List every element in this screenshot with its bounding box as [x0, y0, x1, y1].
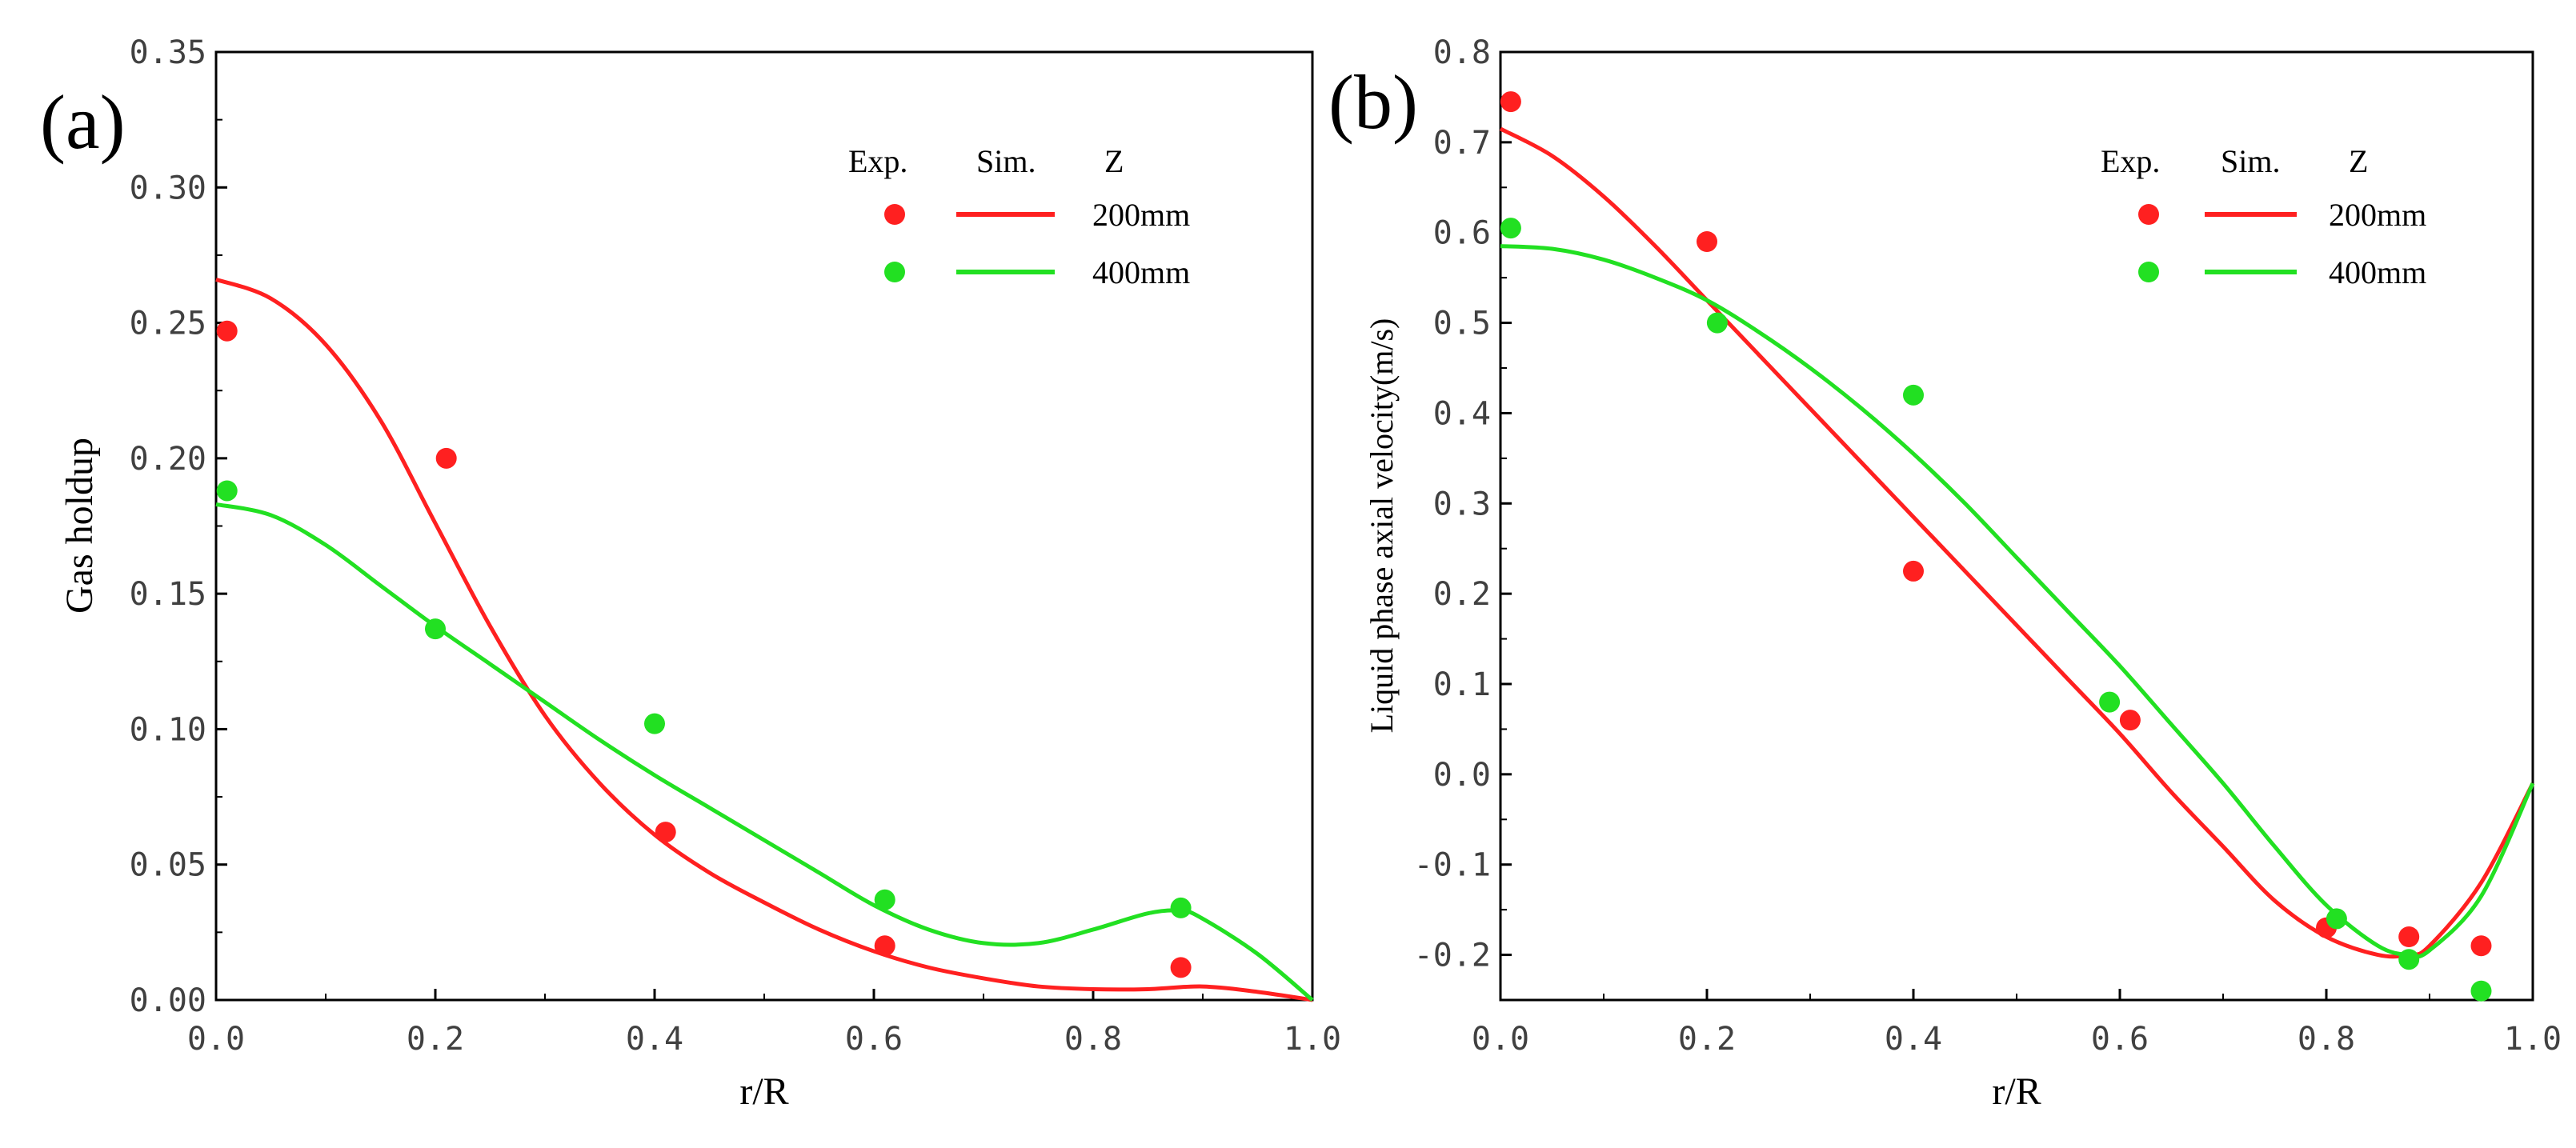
y-tick-label: 0.8 — [1433, 34, 1491, 71]
y-tick-label: 0.6 — [1433, 215, 1491, 252]
exp-point-400mm-a — [216, 480, 238, 502]
y-tick-label: 0.15 — [130, 576, 206, 613]
sim-line-200mm-b — [1499, 126, 2535, 959]
y-tick-label: -0.1 — [1414, 847, 1491, 884]
exp-point-200mm-b — [1500, 91, 1521, 113]
y-tick-label: 0.3 — [1433, 486, 1491, 522]
x-axis-label-b: r/R — [1992, 1070, 2041, 1113]
y-tick-label: 0.7 — [1433, 125, 1491, 162]
y-tick-label: 0.30 — [130, 170, 206, 206]
legend-a: Exp. Sim. Z 200mm 400mm — [848, 143, 1190, 290]
y-tick-label: 0.0 — [1433, 757, 1491, 794]
exp-point-400mm-b — [2398, 949, 2420, 970]
y-tick-label: 0.2 — [1433, 576, 1491, 613]
legend-marker-200mm-b — [2138, 204, 2159, 225]
y-axis-label-b: Liquid phase axial velocity(m/s) — [1364, 318, 1400, 734]
exp-point-400mm-b — [1706, 312, 1728, 334]
y-tick-label: 0.5 — [1433, 306, 1491, 342]
exp-point-400mm-a — [425, 618, 446, 640]
x-tick-label: 1.0 — [1284, 1021, 1341, 1058]
exp-point-400mm-b — [1500, 218, 1521, 239]
exp-point-400mm-b — [2099, 691, 2121, 713]
exp-point-400mm-a — [644, 713, 665, 734]
legend-header-exp-a: Exp. — [848, 143, 907, 179]
exp-point-400mm-b — [1903, 384, 1924, 406]
exp-points-a — [216, 320, 1192, 978]
y-tick-label: -0.2 — [1414, 938, 1491, 974]
legend-header-z-b: Z — [2349, 143, 2368, 179]
x-tick-label: 0.8 — [1064, 1021, 1122, 1058]
x-tick-label: 0.4 — [1885, 1021, 1942, 1058]
y-axis-b: -0.2 -0.1 0.0 0.1 0.2 0.3 0.4 0.5 0.6 0.7 0.8 — [1414, 34, 1512, 974]
x-axis-b: 0.0 0.2 0.4 0.6 0.8 1.0 — [1472, 989, 2562, 1058]
legend-header-sim-b: Sim. — [2221, 143, 2280, 179]
sim-lines-a — [215, 278, 1314, 1002]
sim-line-200mm-a — [215, 278, 1313, 1002]
legend-marker-400mm-a — [884, 262, 905, 282]
legend-marker-200mm-a — [884, 204, 905, 225]
exp-point-200mm-b — [2470, 935, 2492, 957]
exp-point-400mm-a — [1170, 897, 1192, 918]
x-tick-label: 0.0 — [187, 1021, 245, 1058]
x-tick-label: 0.6 — [2091, 1021, 2149, 1058]
legend-header-exp-b: Exp. — [2101, 143, 2160, 179]
exp-point-400mm-b — [2470, 980, 2492, 1002]
legend-b: Exp. Sim. Z 200mm 400mm — [2101, 143, 2426, 290]
panel-label-a: (a) — [40, 79, 126, 165]
y-axis-label-a: Gas holdup — [58, 438, 101, 614]
exp-point-200mm-a — [655, 822, 676, 843]
exp-points-b — [1500, 91, 2492, 1002]
legend-entry-200mm-a: 200mm — [1092, 197, 1190, 233]
y-tick-label: 0.20 — [130, 441, 206, 478]
y-axis-a: 0.00 0.05 0.10 0.15 0.20 0.25 0.30 0.35 — [130, 34, 227, 1019]
sim-line-400mm-b — [1500, 244, 2535, 959]
x-axis-a: 0.0 0.2 0.4 0.6 0.8 1.0 — [187, 989, 1341, 1058]
chart-panel-a: 0.000.050.100.150.200.250.300.35 0.0 0.2 0… — [40, 34, 1341, 1113]
exp-point-200mm-b — [2398, 926, 2420, 947]
chart-panel-b: -0.2-0.10.00.10.20.30.40.50.60.70.8 0.0 0… — [1328, 34, 2562, 1113]
x-tick-label: 0.2 — [1678, 1021, 1736, 1058]
exp-point-200mm-b — [1697, 231, 1717, 252]
x-tick-label: 0.0 — [1472, 1021, 1529, 1058]
exp-point-200mm-a — [874, 935, 895, 957]
legend-entry-400mm-a: 400mm — [1092, 254, 1190, 290]
exp-point-200mm-b — [1903, 560, 1924, 582]
x-tick-label: 0.4 — [626, 1021, 683, 1058]
legend-entry-200mm-b: 200mm — [2329, 197, 2426, 233]
legend-marker-400mm-b — [2138, 262, 2159, 282]
exp-point-200mm-a — [216, 320, 238, 342]
exp-point-200mm-a — [1170, 957, 1192, 978]
y-tick-label: 0.4 — [1433, 395, 1491, 432]
legend-header-sim-a: Sim. — [976, 143, 1036, 179]
sim-lines-b — [1499, 126, 2535, 959]
y-tick-label: 0.35 — [130, 34, 206, 71]
exp-point-400mm-a — [874, 889, 895, 910]
legend-header-z-a: Z — [1104, 143, 1124, 179]
sim-line-400mm-a — [215, 502, 1314, 1002]
x-axis-label-a: r/R — [739, 1070, 788, 1113]
x-tick-label: 1.0 — [2504, 1021, 2562, 1058]
exp-point-200mm-a — [435, 447, 457, 469]
x-tick-label: 0.8 — [2298, 1021, 2355, 1058]
panel-label-b: (b) — [1328, 59, 1418, 145]
plot-frame-b — [1499, 50, 2534, 1002]
exp-point-200mm-b — [2119, 710, 2141, 731]
y-tick-label: 0.00 — [130, 982, 206, 1019]
x-tick-label: 0.6 — [845, 1021, 903, 1058]
exp-point-400mm-b — [2326, 908, 2347, 930]
y-tick-label: 0.25 — [130, 306, 206, 342]
legend-entry-400mm-b: 400mm — [2329, 254, 2426, 290]
y-tick-label: 0.1 — [1433, 666, 1491, 703]
x-tick-label: 0.2 — [407, 1021, 464, 1058]
y-tick-label: 0.05 — [130, 847, 206, 884]
plot-frame-a — [214, 50, 1314, 1002]
y-tick-label: 0.10 — [130, 711, 206, 748]
